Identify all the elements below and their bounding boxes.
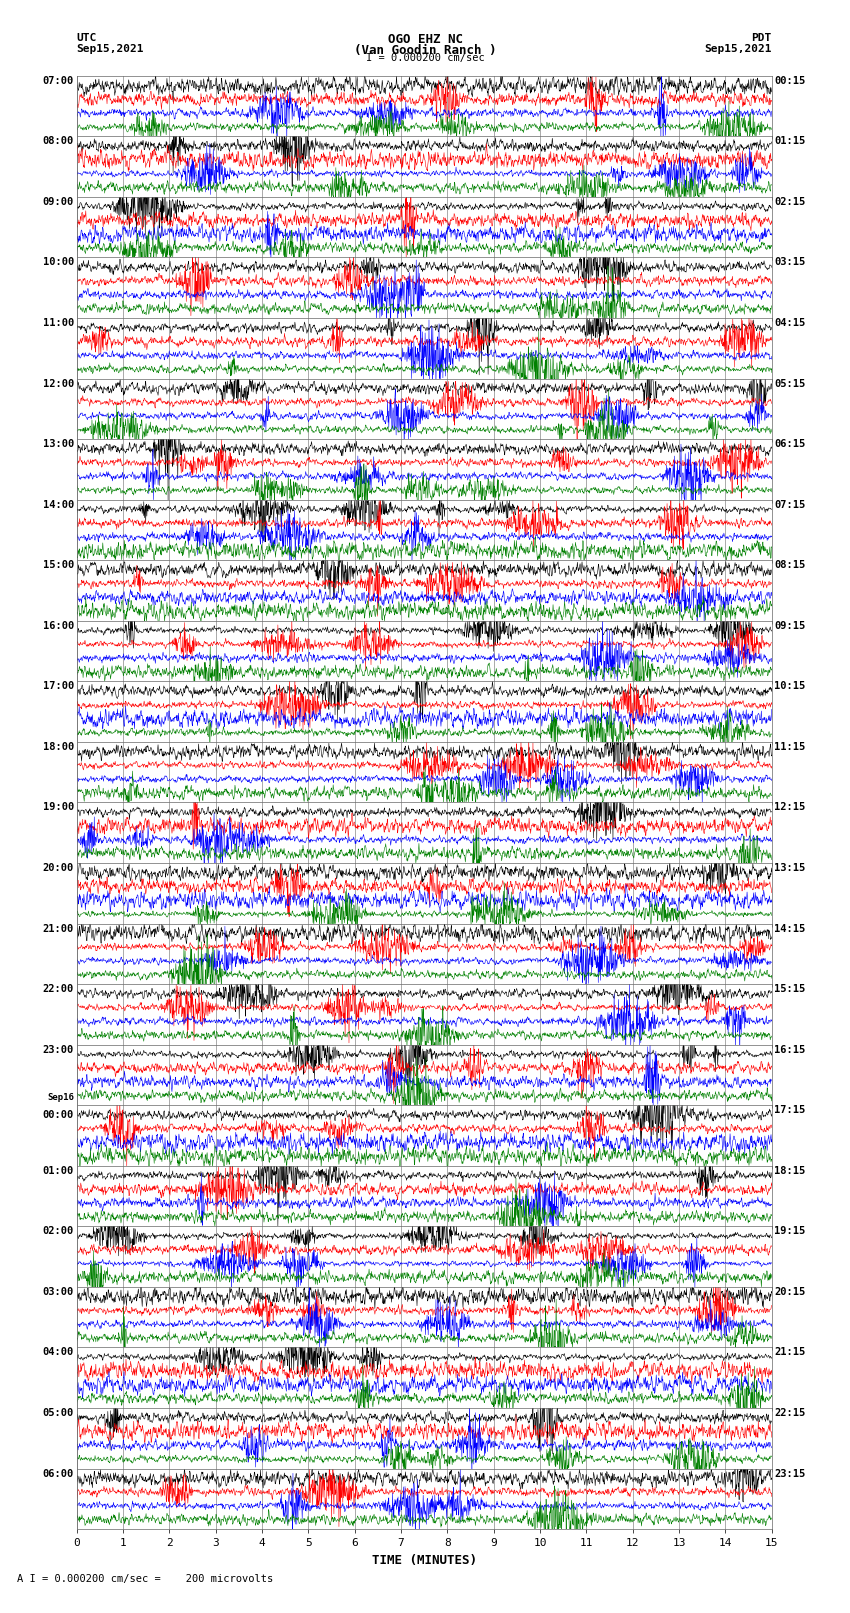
Text: 02:15: 02:15 — [774, 197, 806, 206]
Text: 12:00: 12:00 — [42, 379, 74, 389]
Text: 16:15: 16:15 — [774, 1045, 806, 1055]
Text: 05:00: 05:00 — [42, 1408, 74, 1418]
Text: Sep16: Sep16 — [47, 1094, 74, 1102]
Text: 11:00: 11:00 — [42, 318, 74, 327]
Text: Sep15,2021: Sep15,2021 — [705, 44, 772, 53]
Text: 21:00: 21:00 — [42, 924, 74, 934]
Text: I = 0.000200 cm/sec: I = 0.000200 cm/sec — [366, 53, 484, 63]
Text: 17:00: 17:00 — [42, 681, 74, 692]
Text: 14:15: 14:15 — [774, 924, 806, 934]
Text: 02:00: 02:00 — [42, 1226, 74, 1236]
Text: 20:00: 20:00 — [42, 863, 74, 873]
Text: 09:00: 09:00 — [42, 197, 74, 206]
Text: 03:15: 03:15 — [774, 258, 806, 268]
Text: 13:00: 13:00 — [42, 439, 74, 448]
Text: 10:00: 10:00 — [42, 258, 74, 268]
Text: 18:15: 18:15 — [774, 1166, 806, 1176]
Text: Sep15,2021: Sep15,2021 — [76, 44, 144, 53]
Text: (Van Goodin Ranch ): (Van Goodin Ranch ) — [354, 44, 496, 56]
Text: 07:15: 07:15 — [774, 500, 806, 510]
Text: 05:15: 05:15 — [774, 379, 806, 389]
Text: 14:00: 14:00 — [42, 500, 74, 510]
Text: 06:15: 06:15 — [774, 439, 806, 448]
Text: 15:15: 15:15 — [774, 984, 806, 994]
Text: 07:00: 07:00 — [42, 76, 74, 85]
Text: 23:15: 23:15 — [774, 1468, 806, 1479]
Text: 17:15: 17:15 — [774, 1105, 806, 1115]
X-axis label: TIME (MINUTES): TIME (MINUTES) — [371, 1553, 477, 1566]
Text: OGO EHZ NC: OGO EHZ NC — [388, 32, 462, 47]
Text: 01:15: 01:15 — [774, 137, 806, 147]
Text: UTC: UTC — [76, 32, 97, 44]
Text: 03:00: 03:00 — [42, 1287, 74, 1297]
Text: 22:00: 22:00 — [42, 984, 74, 994]
Text: 10:15: 10:15 — [774, 681, 806, 692]
Text: 13:15: 13:15 — [774, 863, 806, 873]
Text: 00:00: 00:00 — [42, 1110, 74, 1119]
Text: 19:00: 19:00 — [42, 802, 74, 813]
Text: 01:00: 01:00 — [42, 1166, 74, 1176]
Text: 15:00: 15:00 — [42, 560, 74, 571]
Text: 04:15: 04:15 — [774, 318, 806, 327]
Text: 09:15: 09:15 — [774, 621, 806, 631]
Text: A I = 0.000200 cm/sec =    200 microvolts: A I = 0.000200 cm/sec = 200 microvolts — [17, 1574, 273, 1584]
Text: 16:00: 16:00 — [42, 621, 74, 631]
Text: 00:15: 00:15 — [774, 76, 806, 85]
Text: 08:00: 08:00 — [42, 137, 74, 147]
Text: PDT: PDT — [751, 32, 772, 44]
Text: 18:00: 18:00 — [42, 742, 74, 752]
Text: 20:15: 20:15 — [774, 1287, 806, 1297]
Text: 06:00: 06:00 — [42, 1468, 74, 1479]
Text: 08:15: 08:15 — [774, 560, 806, 571]
Text: 23:00: 23:00 — [42, 1045, 74, 1055]
Text: 11:15: 11:15 — [774, 742, 806, 752]
Text: 04:00: 04:00 — [42, 1347, 74, 1358]
Text: 22:15: 22:15 — [774, 1408, 806, 1418]
Text: 21:15: 21:15 — [774, 1347, 806, 1358]
Text: 12:15: 12:15 — [774, 802, 806, 813]
Text: 19:15: 19:15 — [774, 1226, 806, 1236]
